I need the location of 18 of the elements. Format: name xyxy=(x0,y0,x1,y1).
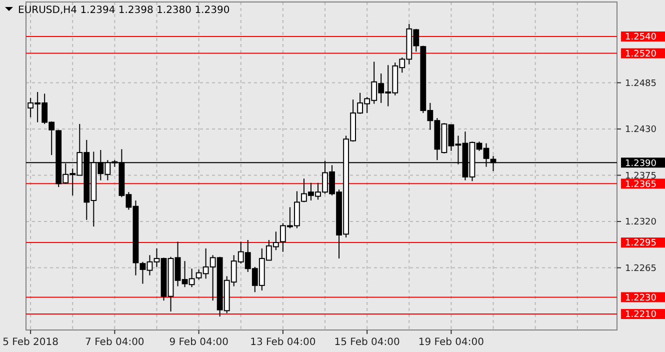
ref-line-label: 1.2295 xyxy=(625,238,656,249)
x-tick-label: 19 Feb 04:00 xyxy=(418,337,484,348)
x-tick-label: 15 Feb 04:00 xyxy=(334,337,400,348)
ref-line-label: 1.2540 xyxy=(625,32,657,43)
y-tick-label: 1.2320 xyxy=(625,218,657,228)
ref-line-label: 1.2210 xyxy=(625,310,657,320)
y-tick-label: 1.2430 xyxy=(625,125,657,136)
ref-line-label: 1.2520 xyxy=(625,49,657,60)
ref-line-label: 1.2365 xyxy=(625,180,656,190)
chart-title: EURUSD,H4 1.2394 1.2398 1.2380 1.2390 xyxy=(18,5,230,16)
y-tick-label: 1.2485 xyxy=(625,78,656,89)
ref-line-label: 1.2390 xyxy=(625,158,657,169)
x-tick-label: 7 Feb 04:00 xyxy=(85,337,144,348)
x-tick-label: 13 Feb 04:00 xyxy=(250,337,316,348)
x-tick-label: 5 Feb 2018 xyxy=(2,337,58,348)
y-tick-label: 1.2265 xyxy=(625,264,656,274)
x-tick-label: 9 Feb 04:00 xyxy=(169,337,228,348)
ref-line-label: 1.2230 xyxy=(625,293,657,304)
